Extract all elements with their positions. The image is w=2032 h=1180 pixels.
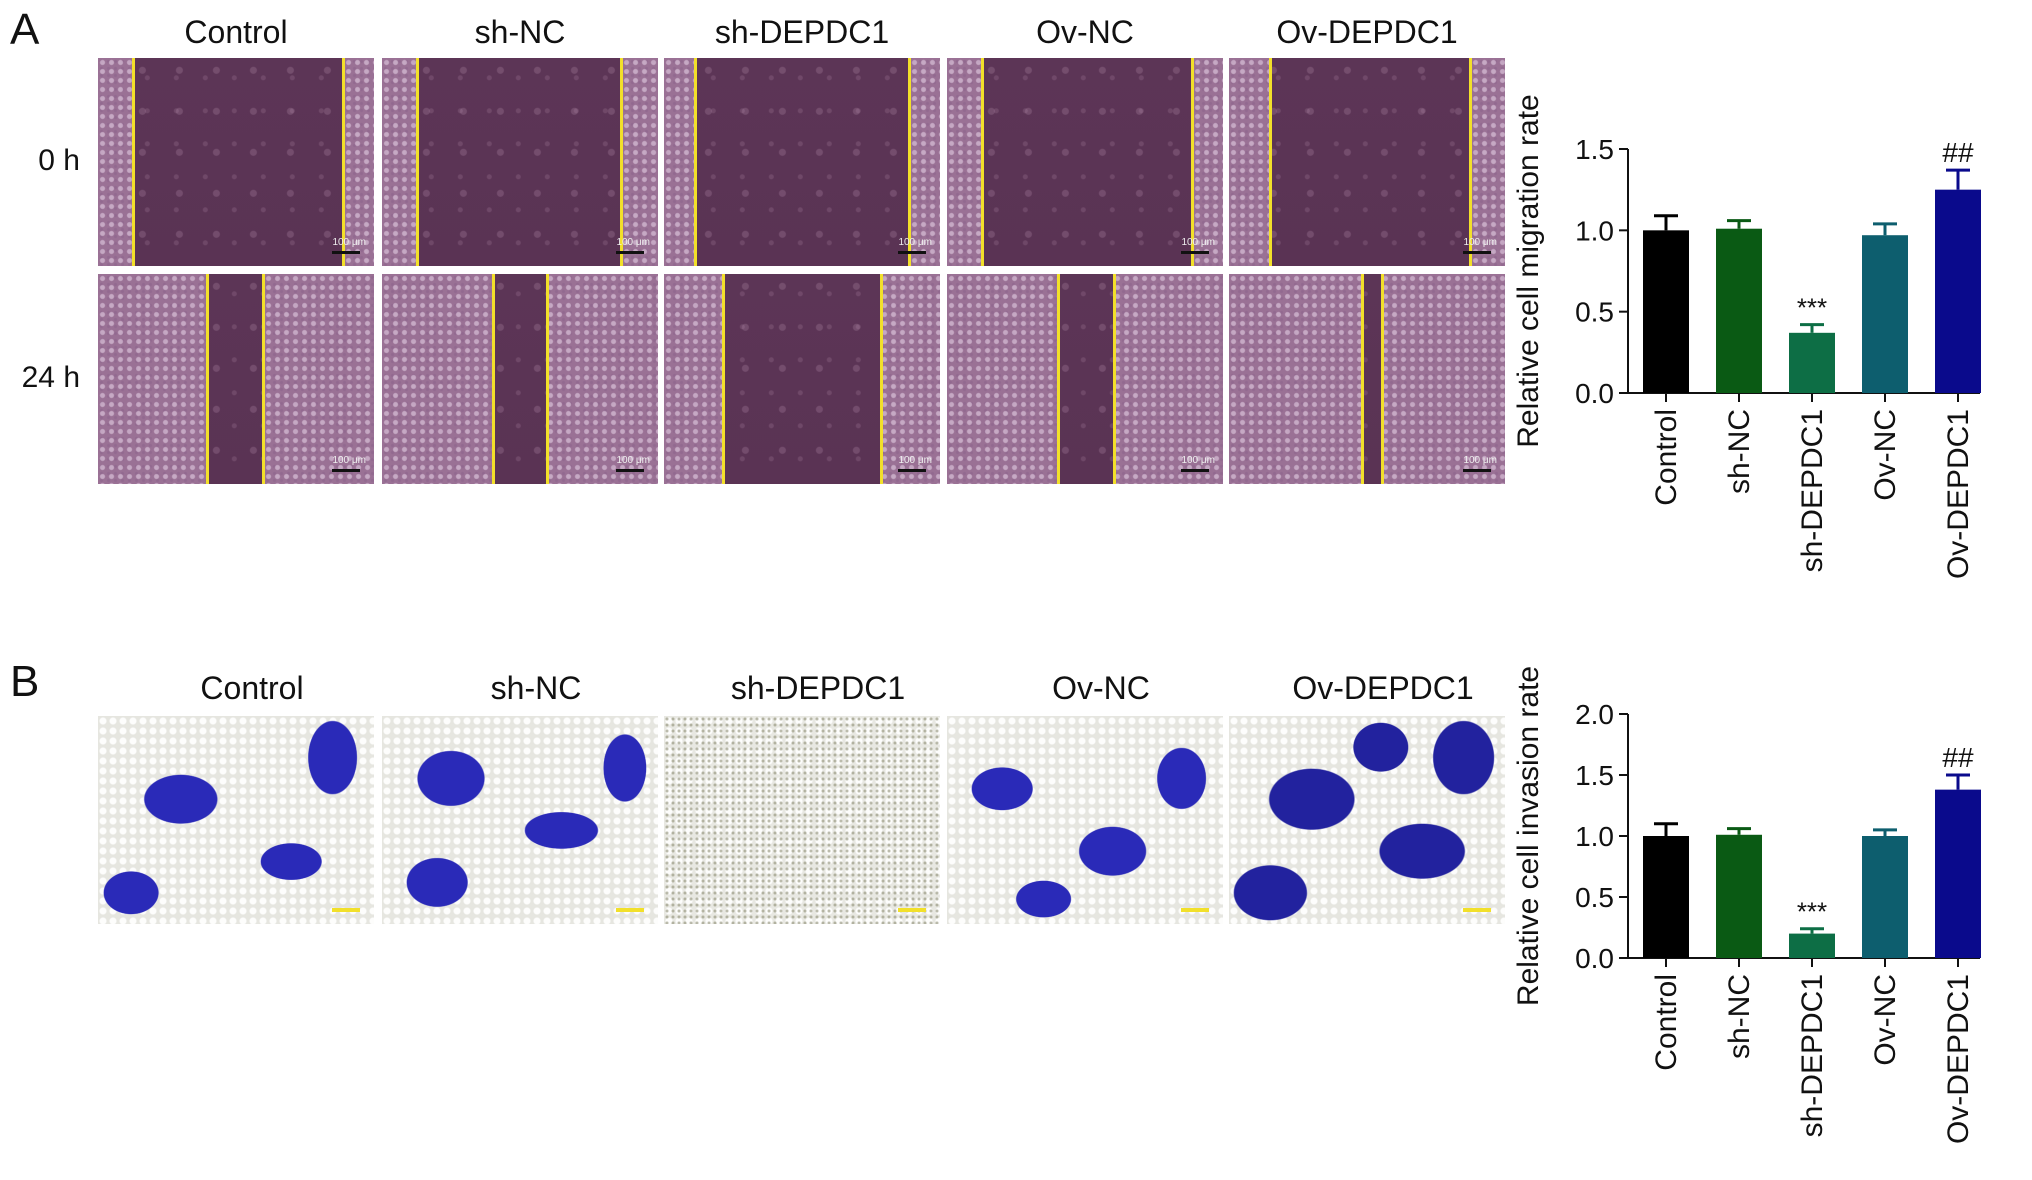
col-label-sh-depdc1: sh-DEPDC1 [730, 670, 906, 706]
invasion-y-tick-label: 2.0 [1575, 699, 1614, 730]
migration-x-tick-label: Control [1650, 409, 1683, 506]
row-label-24h: 24 h [21, 361, 80, 394]
scale-bar-label: 100 μm [1181, 455, 1215, 466]
invasion-x-tick-label: Ov-DEPDC1 [1942, 974, 1975, 1144]
migration-y-tick-label: 0.5 [1575, 297, 1614, 328]
invasion-bar [1789, 933, 1835, 958]
migration-y-axis-label: Relative cell migration rate [1512, 94, 1545, 447]
transwell-image-sh-depdc1 [664, 716, 940, 924]
col-label-ov-nc: Ov-NC [1036, 14, 1134, 50]
wound-image-control-0h: 100 μm [98, 58, 374, 266]
migration-significance-label: ## [1942, 137, 1974, 168]
scale-bar-label: 100 μm [332, 237, 366, 248]
scale-bar-label: 100 μm [1463, 455, 1497, 466]
migration-significance-label: *** [1797, 293, 1827, 323]
invasion-bar [1935, 789, 1981, 958]
scale-bar-label: 100 μm [898, 237, 932, 248]
col-label-ov-depdc1: Ov-DEPDC1 [1292, 670, 1474, 706]
migration-bar [1716, 228, 1762, 393]
invasion-bar [1862, 836, 1908, 958]
migration-bar [1862, 235, 1908, 393]
invasion-bar [1643, 836, 1689, 958]
invasion-y-tick-label: 0.0 [1575, 943, 1614, 974]
invasion-y-tick-label: 1.5 [1575, 760, 1614, 791]
invasion-x-tick-label: Ov-NC [1869, 974, 1902, 1066]
wound-image-ov-depdc1-0h: 100 μm [1229, 58, 1505, 266]
invasion-x-tick-label: sh-DEPDC1 [1796, 974, 1829, 1137]
panel-letter-b: B [10, 657, 40, 706]
col-label-sh-depdc1: sh-DEPDC1 [714, 14, 890, 50]
col-label-ov-depdc1: Ov-DEPDC1 [1276, 14, 1458, 50]
migration-x-tick-label: sh-DEPDC1 [1796, 409, 1829, 572]
invasion-y-tick-label: 1.0 [1575, 821, 1614, 852]
invasion-x-tick-label: Control [1650, 974, 1683, 1071]
col-label-control: Control [184, 14, 288, 50]
col-label-ov-nc: Ov-NC [1052, 670, 1150, 706]
scale-bar-label: 100 μm [898, 455, 932, 466]
wound-image-sh-depdc1-0h: 100 μm [664, 58, 940, 266]
panel-letter-a: A [10, 5, 40, 54]
migration-x-tick-label: Ov-DEPDC1 [1942, 409, 1975, 579]
wound-image-control-24h: 100 μm [98, 274, 374, 484]
invasion-y-axis-label: Relative cell invasion rate [1512, 666, 1545, 1006]
transwell-image-control [98, 716, 374, 924]
invasion-y-tick-label: 0.5 [1575, 882, 1614, 913]
migration-bar [1935, 189, 1981, 393]
col-label-control: Control [200, 670, 304, 706]
migration-x-tick-label: sh-NC [1723, 409, 1756, 494]
migration-bar [1643, 230, 1689, 393]
invasion-x-tick-label: sh-NC [1723, 974, 1756, 1059]
invasion-significance-label: ## [1942, 742, 1974, 773]
wound-image-ov-nc-0h: 100 μm [947, 58, 1223, 266]
scale-bar-label: 100 μm [1181, 237, 1215, 248]
migration-bar [1789, 332, 1835, 393]
row-label-0h: 0 h [38, 144, 80, 177]
wound-image-sh-nc-0h: 100 μm [382, 58, 658, 266]
transwell-image-sh-nc [382, 716, 658, 924]
scale-bar-label: 100 μm [616, 237, 650, 248]
wound-image-sh-depdc1-24h: 100 μm [664, 274, 940, 484]
scale-bar-label: 100 μm [616, 455, 650, 466]
migration-y-tick-label: 1.0 [1575, 215, 1614, 246]
col-label-sh-nc: sh-NC [474, 14, 566, 50]
migration-x-tick-label: Ov-NC [1869, 409, 1902, 501]
transwell-image-ov-nc [947, 716, 1223, 924]
scale-bar-label: 100 μm [332, 455, 366, 466]
wound-image-sh-nc-24h: 100 μm [382, 274, 658, 484]
wound-image-ov-depdc1-24h: 100 μm [1229, 274, 1505, 484]
col-label-sh-nc: sh-NC [490, 670, 582, 706]
scale-bar-label: 100 μm [1463, 237, 1497, 248]
migration-y-tick-label: 0.0 [1575, 378, 1614, 409]
wound-image-ov-nc-24h: 100 μm [947, 274, 1223, 484]
transwell-image-ov-depdc1 [1229, 716, 1505, 924]
invasion-bar [1716, 834, 1762, 958]
migration-y-tick-label: 1.5 [1575, 134, 1614, 165]
invasion-significance-label: *** [1797, 897, 1827, 927]
